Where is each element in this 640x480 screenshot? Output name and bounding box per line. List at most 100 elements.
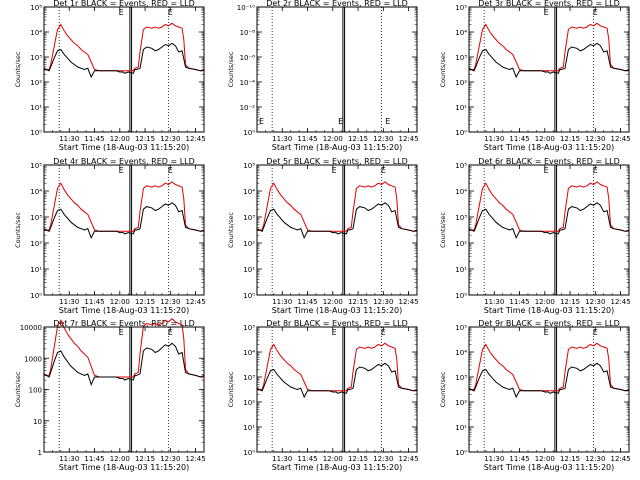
x-axis-label: Start Time (18-Aug-03 11:15:20) bbox=[59, 306, 190, 315]
x-tick-label: 12:30 bbox=[373, 455, 393, 463]
x-tick-label: 12:00 bbox=[535, 135, 555, 143]
y-tick-label: 10⁰ bbox=[30, 292, 42, 300]
y-tick-label: 10¹ bbox=[455, 424, 467, 432]
y-axis-label: Counts/sec bbox=[227, 212, 235, 248]
y-tick-label: 10⁰ bbox=[30, 129, 42, 137]
y-axis-label: Counts/sec bbox=[14, 371, 22, 407]
x-tick-label: 12:00 bbox=[110, 298, 130, 306]
y-tick-label: 10³ bbox=[30, 214, 42, 222]
marker-label: E bbox=[168, 328, 173, 337]
x-tick-label: 11:45 bbox=[509, 135, 529, 143]
marker-label: E bbox=[168, 8, 173, 17]
x-tick-label: 11:30 bbox=[272, 455, 292, 463]
y-tick-label: 10² bbox=[455, 240, 467, 248]
y-tick-label: 10² bbox=[30, 240, 42, 248]
series-events-line bbox=[43, 42, 205, 79]
y-tick-label: 10⁰ bbox=[243, 129, 255, 137]
y-tick-label: 10⁵ bbox=[455, 4, 467, 12]
plot-frame bbox=[43, 164, 205, 296]
series-lld-line bbox=[44, 181, 204, 232]
marker-label: E bbox=[544, 8, 549, 17]
y-tick-label: 10² bbox=[455, 79, 467, 87]
y-tick-label: 10³ bbox=[455, 374, 467, 382]
plot-frame bbox=[256, 6, 418, 133]
x-tick-label: 11:45 bbox=[509, 455, 529, 463]
panel-title: Det 5r BLACK = Events, RED = LLD bbox=[266, 157, 408, 166]
x-tick-label: 12:30 bbox=[160, 135, 180, 143]
series-lld-line bbox=[44, 22, 204, 72]
x-tick-label: 11:30 bbox=[59, 298, 79, 306]
x-tick-label: 11:45 bbox=[84, 455, 104, 463]
x-tick-label: 12:45 bbox=[185, 135, 205, 143]
panel-det-2r: Det 2r BLACK = Events, RED = LLD 11:30 11:… bbox=[227, 0, 419, 152]
series-events-line bbox=[43, 202, 205, 240]
series-lld-line bbox=[44, 318, 204, 378]
y-tick-label: 10⁰ bbox=[243, 449, 255, 457]
x-tick-label: 12:45 bbox=[610, 298, 630, 306]
x-tick-label: 12:30 bbox=[585, 298, 605, 306]
y-axis-label: Counts/sec bbox=[14, 51, 22, 87]
x-tick-label: 12:00 bbox=[535, 298, 555, 306]
series-lld-line bbox=[257, 181, 417, 232]
x-tick-label: 12:15 bbox=[560, 455, 580, 463]
x-tick-label: 11:45 bbox=[297, 455, 317, 463]
y-tick-label: 10⁴ bbox=[455, 188, 467, 196]
marker-label: E bbox=[544, 166, 549, 175]
y-tick-label: 10⁻⁶ bbox=[240, 54, 256, 62]
x-tick-label: 12:00 bbox=[110, 135, 130, 143]
x-tick-label: 12:45 bbox=[398, 135, 418, 143]
marker-label: E bbox=[119, 328, 124, 337]
x-tick-label: 12:00 bbox=[535, 455, 555, 463]
x-tick-label: 12:15 bbox=[348, 135, 368, 143]
y-tick-label: 10³ bbox=[455, 54, 467, 62]
y-tick-label: 10⁵ bbox=[455, 162, 467, 170]
plot-frame bbox=[468, 6, 630, 133]
x-tick-label: 12:30 bbox=[373, 135, 393, 143]
marker-label: E bbox=[381, 328, 386, 337]
x-tick-label: 11:30 bbox=[272, 298, 292, 306]
series-events-line bbox=[468, 202, 630, 240]
y-tick-label: 10³ bbox=[30, 54, 42, 62]
x-tick-label: 11:45 bbox=[84, 135, 104, 143]
y-tick-label: 10⁵ bbox=[30, 162, 42, 170]
x-tick-label: 11:30 bbox=[484, 135, 504, 143]
y-tick-label: 10¹ bbox=[455, 104, 467, 112]
y-tick-label: 10⁻¹⁰ bbox=[237, 4, 255, 12]
y-tick-label: 10⁵ bbox=[243, 324, 255, 332]
series-lld-line bbox=[469, 181, 629, 232]
y-tick-label: 10³ bbox=[243, 214, 255, 222]
series-events-line bbox=[468, 362, 630, 399]
x-tick-label: 12:00 bbox=[110, 455, 130, 463]
marker-label: E bbox=[119, 8, 124, 17]
y-tick-label: 10² bbox=[455, 399, 467, 407]
y-tick-label: 10⁴ bbox=[30, 188, 42, 196]
y-axis-label: Counts/sec bbox=[439, 371, 447, 407]
x-tick-label: 12:15 bbox=[560, 298, 580, 306]
x-tick-label: 12:45 bbox=[398, 298, 418, 306]
y-tick-label: 10² bbox=[243, 399, 255, 407]
y-tick-label: 10² bbox=[30, 79, 42, 87]
marker-label: E bbox=[593, 166, 598, 175]
x-axis-label: Start Time (18-Aug-03 11:15:20) bbox=[484, 463, 615, 472]
y-axis-label: Counts/sec bbox=[14, 212, 22, 248]
y-tick-label: 10⁴ bbox=[243, 349, 255, 357]
panel-det-6r: Det 6r BLACK = Events, RED = LLD 11:30 11:… bbox=[439, 157, 631, 315]
y-tick-label: 10⁴ bbox=[243, 188, 255, 196]
x-tick-label: 12:45 bbox=[610, 135, 630, 143]
x-tick-label: 12:00 bbox=[323, 135, 343, 143]
plot-frame bbox=[43, 326, 205, 453]
marker-label: E bbox=[544, 328, 549, 337]
panel-det-9r: Det 9r BLACK = Events, RED = LLD 11:30 11:… bbox=[439, 319, 631, 472]
y-axis-label: Counts/sec bbox=[439, 212, 447, 248]
plot-frame bbox=[468, 326, 630, 453]
x-tick-label: 12:30 bbox=[585, 135, 605, 143]
y-tick-label: 10⁻⁸ bbox=[240, 29, 256, 37]
panel-det-3r: Det 3r BLACK = Events, RED = LLD 11:30 11:… bbox=[439, 0, 631, 152]
y-tick-label: 10¹ bbox=[243, 266, 255, 274]
y-tick-label: 10⁻² bbox=[240, 104, 256, 112]
y-tick-label: 10000 bbox=[20, 324, 42, 332]
x-tick-label: 12:45 bbox=[185, 455, 205, 463]
x-tick-label: 12:15 bbox=[348, 298, 368, 306]
marker-label: E bbox=[338, 117, 343, 126]
